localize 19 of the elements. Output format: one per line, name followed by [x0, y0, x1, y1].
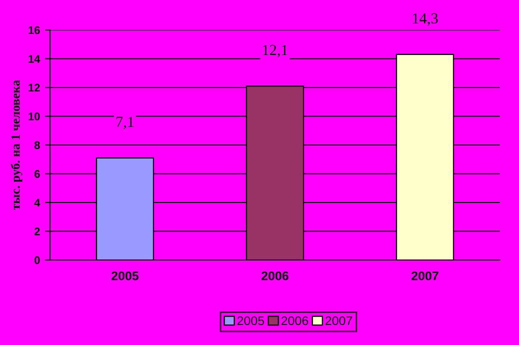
x-tick-label: 2007 [412, 271, 438, 280]
y-tick-label: 8 [34, 141, 40, 150]
x-tick-label: 2005 [112, 271, 139, 280]
data-label: 7,1 [116, 116, 134, 130]
y-tick-label: 14 [28, 55, 40, 63]
data-label: 14,3 [412, 13, 438, 26]
y-tick-label: 4 [34, 198, 40, 207]
x-tick-label: 2006 [262, 271, 288, 280]
legend-label: 2005 [237, 316, 264, 326]
legend-label: 2006 [281, 316, 308, 326]
y-tick-label: 12 [28, 84, 40, 92]
legend-label: 2007 [326, 316, 352, 326]
y-tick-label: 6 [34, 170, 40, 178]
y-tick-label: 10 [28, 112, 40, 120]
data-label: 12,1 [262, 44, 288, 58]
y-tick-label: 2 [34, 228, 40, 236]
y-axis-title: тыс. руб. на 1 человека [10, 80, 22, 210]
y-tick-label: 0 [34, 256, 40, 264]
y-tick-label: 16 [28, 26, 40, 34]
